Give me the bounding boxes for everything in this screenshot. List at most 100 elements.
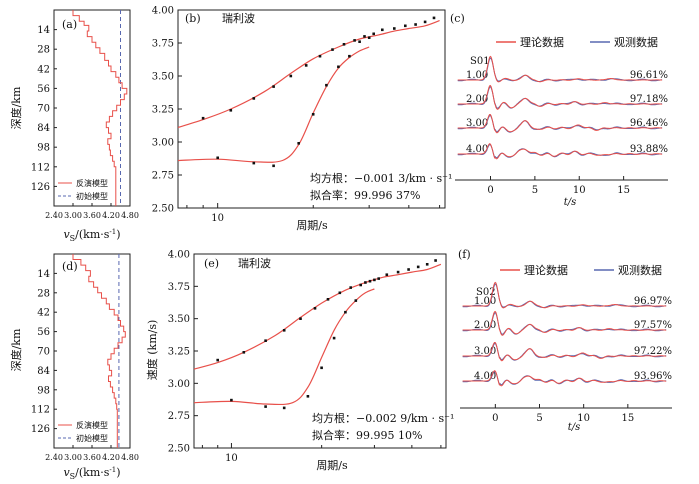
y-tick-label: 84 — [37, 366, 50, 377]
panel-b-theory-upper-curve — [177, 20, 440, 129]
panel-a-label: (a) — [62, 18, 77, 31]
panel-d-legend: 反演模型 初始模型 — [58, 420, 108, 443]
panel-e-rms: 均方根：−0.002 9/km · s⁻¹ — [312, 411, 454, 425]
trace-label: 4.00 — [466, 144, 488, 155]
panel-a-xlabel: vS/(km·s-1) — [63, 228, 120, 243]
panel-b-xlabel: 周期/s — [296, 219, 328, 232]
observed-point — [216, 358, 219, 362]
panel-a-legend: 反演模型 初始模型 — [58, 178, 108, 201]
panel-a-ylabel: 深度/km — [9, 86, 23, 129]
panel-b-observed-points — [201, 16, 436, 168]
observed-point — [338, 291, 342, 295]
y-tick-label: 3.75 — [168, 282, 190, 293]
panel-c-xlabel: t/s — [564, 197, 577, 208]
x-tick-label: 5 — [536, 413, 542, 424]
x-tick-label: 3.00 — [64, 211, 82, 220]
trace-fit: 93.96% — [634, 371, 672, 382]
y-tick-label: 2.75 — [152, 171, 174, 182]
observed-point — [434, 259, 437, 262]
y-tick-label: 3.75 — [152, 39, 174, 50]
observed-point — [363, 35, 366, 38]
panel-c-legend-observed: 观测数据 — [614, 35, 658, 49]
panel-b-yticks: 2.50 2.75 3.00 3.25 3.50 3.75 4.00 — [152, 6, 182, 215]
x-tick-label: 2.40 — [45, 211, 63, 220]
x-tick-label: 3.60 — [83, 211, 101, 220]
y-tick-label: 84 — [37, 123, 50, 134]
trace-fit: 96.97% — [634, 296, 672, 307]
x-tick-label: 3.60 — [83, 453, 101, 462]
observed-point — [282, 406, 286, 410]
panel-d-legend-inverted: 反演模型 — [76, 420, 108, 430]
x-tick-label: 10 — [225, 453, 238, 464]
observed-point — [348, 54, 351, 58]
y-tick-label: 2.50 — [152, 204, 174, 215]
trace-theory — [462, 370, 667, 387]
y-tick-label: 42 — [37, 308, 50, 319]
observed-point — [282, 329, 286, 332]
observed-point — [407, 268, 410, 271]
observed-point — [252, 97, 256, 100]
y-tick-label: 3.25 — [168, 347, 190, 358]
observed-point — [367, 36, 371, 39]
observed-point — [306, 395, 310, 398]
panel-b: (b) 瑞利波 2.502.753.003.253.503.754.00 10 … — [152, 6, 453, 233]
observed-point — [320, 366, 323, 370]
panel-e-fit: 拟合率：99.995 10% — [312, 428, 422, 442]
observed-point — [373, 278, 376, 282]
panel-a-inverted-model-line — [72, 10, 128, 206]
observed-point — [396, 270, 400, 274]
panel-f-xlabel: t/s — [568, 422, 581, 433]
observed-point — [332, 336, 336, 340]
observed-point — [425, 263, 429, 266]
x-tick-label: 4.20 — [102, 211, 120, 220]
observed-point — [358, 40, 361, 43]
y-tick-label: 28 — [37, 45, 50, 56]
trace-theory — [462, 310, 667, 336]
trace-label: 2.00 — [466, 94, 488, 105]
observed-point — [353, 39, 356, 42]
y-tick-label: 2.50 — [168, 444, 190, 455]
y-tick-label: 3.50 — [168, 314, 190, 325]
panel-e-xticks: 10 — [201, 443, 442, 464]
observed-point — [393, 27, 396, 30]
panel-f: (f) 理论数据 观测数据 S02 1.00 96.97% 2.00 97.57% 3.… — [458, 248, 672, 433]
panel-f-label: (f) — [458, 248, 471, 261]
observed-point — [372, 32, 375, 36]
observed-point — [342, 43, 346, 46]
y-tick-label: 2.75 — [168, 411, 190, 422]
trace-fit: 97.22% — [634, 346, 672, 357]
observed-point — [252, 161, 256, 165]
trace-fit: 96.46% — [630, 118, 668, 129]
y-tick-label: 70 — [37, 347, 50, 358]
trace-theory — [462, 281, 667, 309]
x-tick-label: 15 — [621, 413, 634, 424]
panel-b-theory-lower-curve — [177, 46, 370, 163]
panel-c-xticks: 0 5 10 15 — [487, 176, 630, 196]
panel-f-legend-observed: 观测数据 — [618, 263, 662, 277]
y-tick-label: 3.00 — [168, 379, 190, 390]
panel-b-rms: 均方根：−0.001 3/km · s⁻¹ — [310, 171, 452, 185]
y-tick-label: 56 — [37, 327, 50, 338]
trace-fit: 97.57% — [634, 320, 672, 331]
panel-b-title: 瑞利波 — [222, 11, 255, 25]
observed-point — [349, 286, 352, 289]
y-tick-label: 4.00 — [152, 6, 174, 17]
panel-b-xticks: 10 — [186, 203, 441, 224]
observed-point — [404, 24, 407, 28]
observed-point — [242, 351, 246, 354]
panel-f-station: S02 — [476, 287, 496, 298]
panel-e-theory-lower-curve — [193, 288, 375, 406]
panel-a-legend-inverted: 反演模型 — [76, 178, 108, 188]
panel-f-legend-theory: 理论数据 — [524, 263, 568, 277]
panel-b-fit: 拟合率：99.996 37% — [310, 188, 420, 202]
y-tick-label: 4.00 — [168, 250, 190, 261]
observed-point — [272, 164, 275, 168]
observed-point — [299, 317, 302, 320]
observed-point — [325, 83, 328, 87]
x-tick-label: 2.40 — [45, 453, 63, 462]
x-tick-label: 10 — [577, 413, 590, 424]
observed-point — [354, 299, 358, 302]
observed-point — [331, 48, 334, 51]
y-tick-label: 112 — [31, 162, 50, 173]
panel-d-inverted-model-line — [72, 254, 126, 448]
